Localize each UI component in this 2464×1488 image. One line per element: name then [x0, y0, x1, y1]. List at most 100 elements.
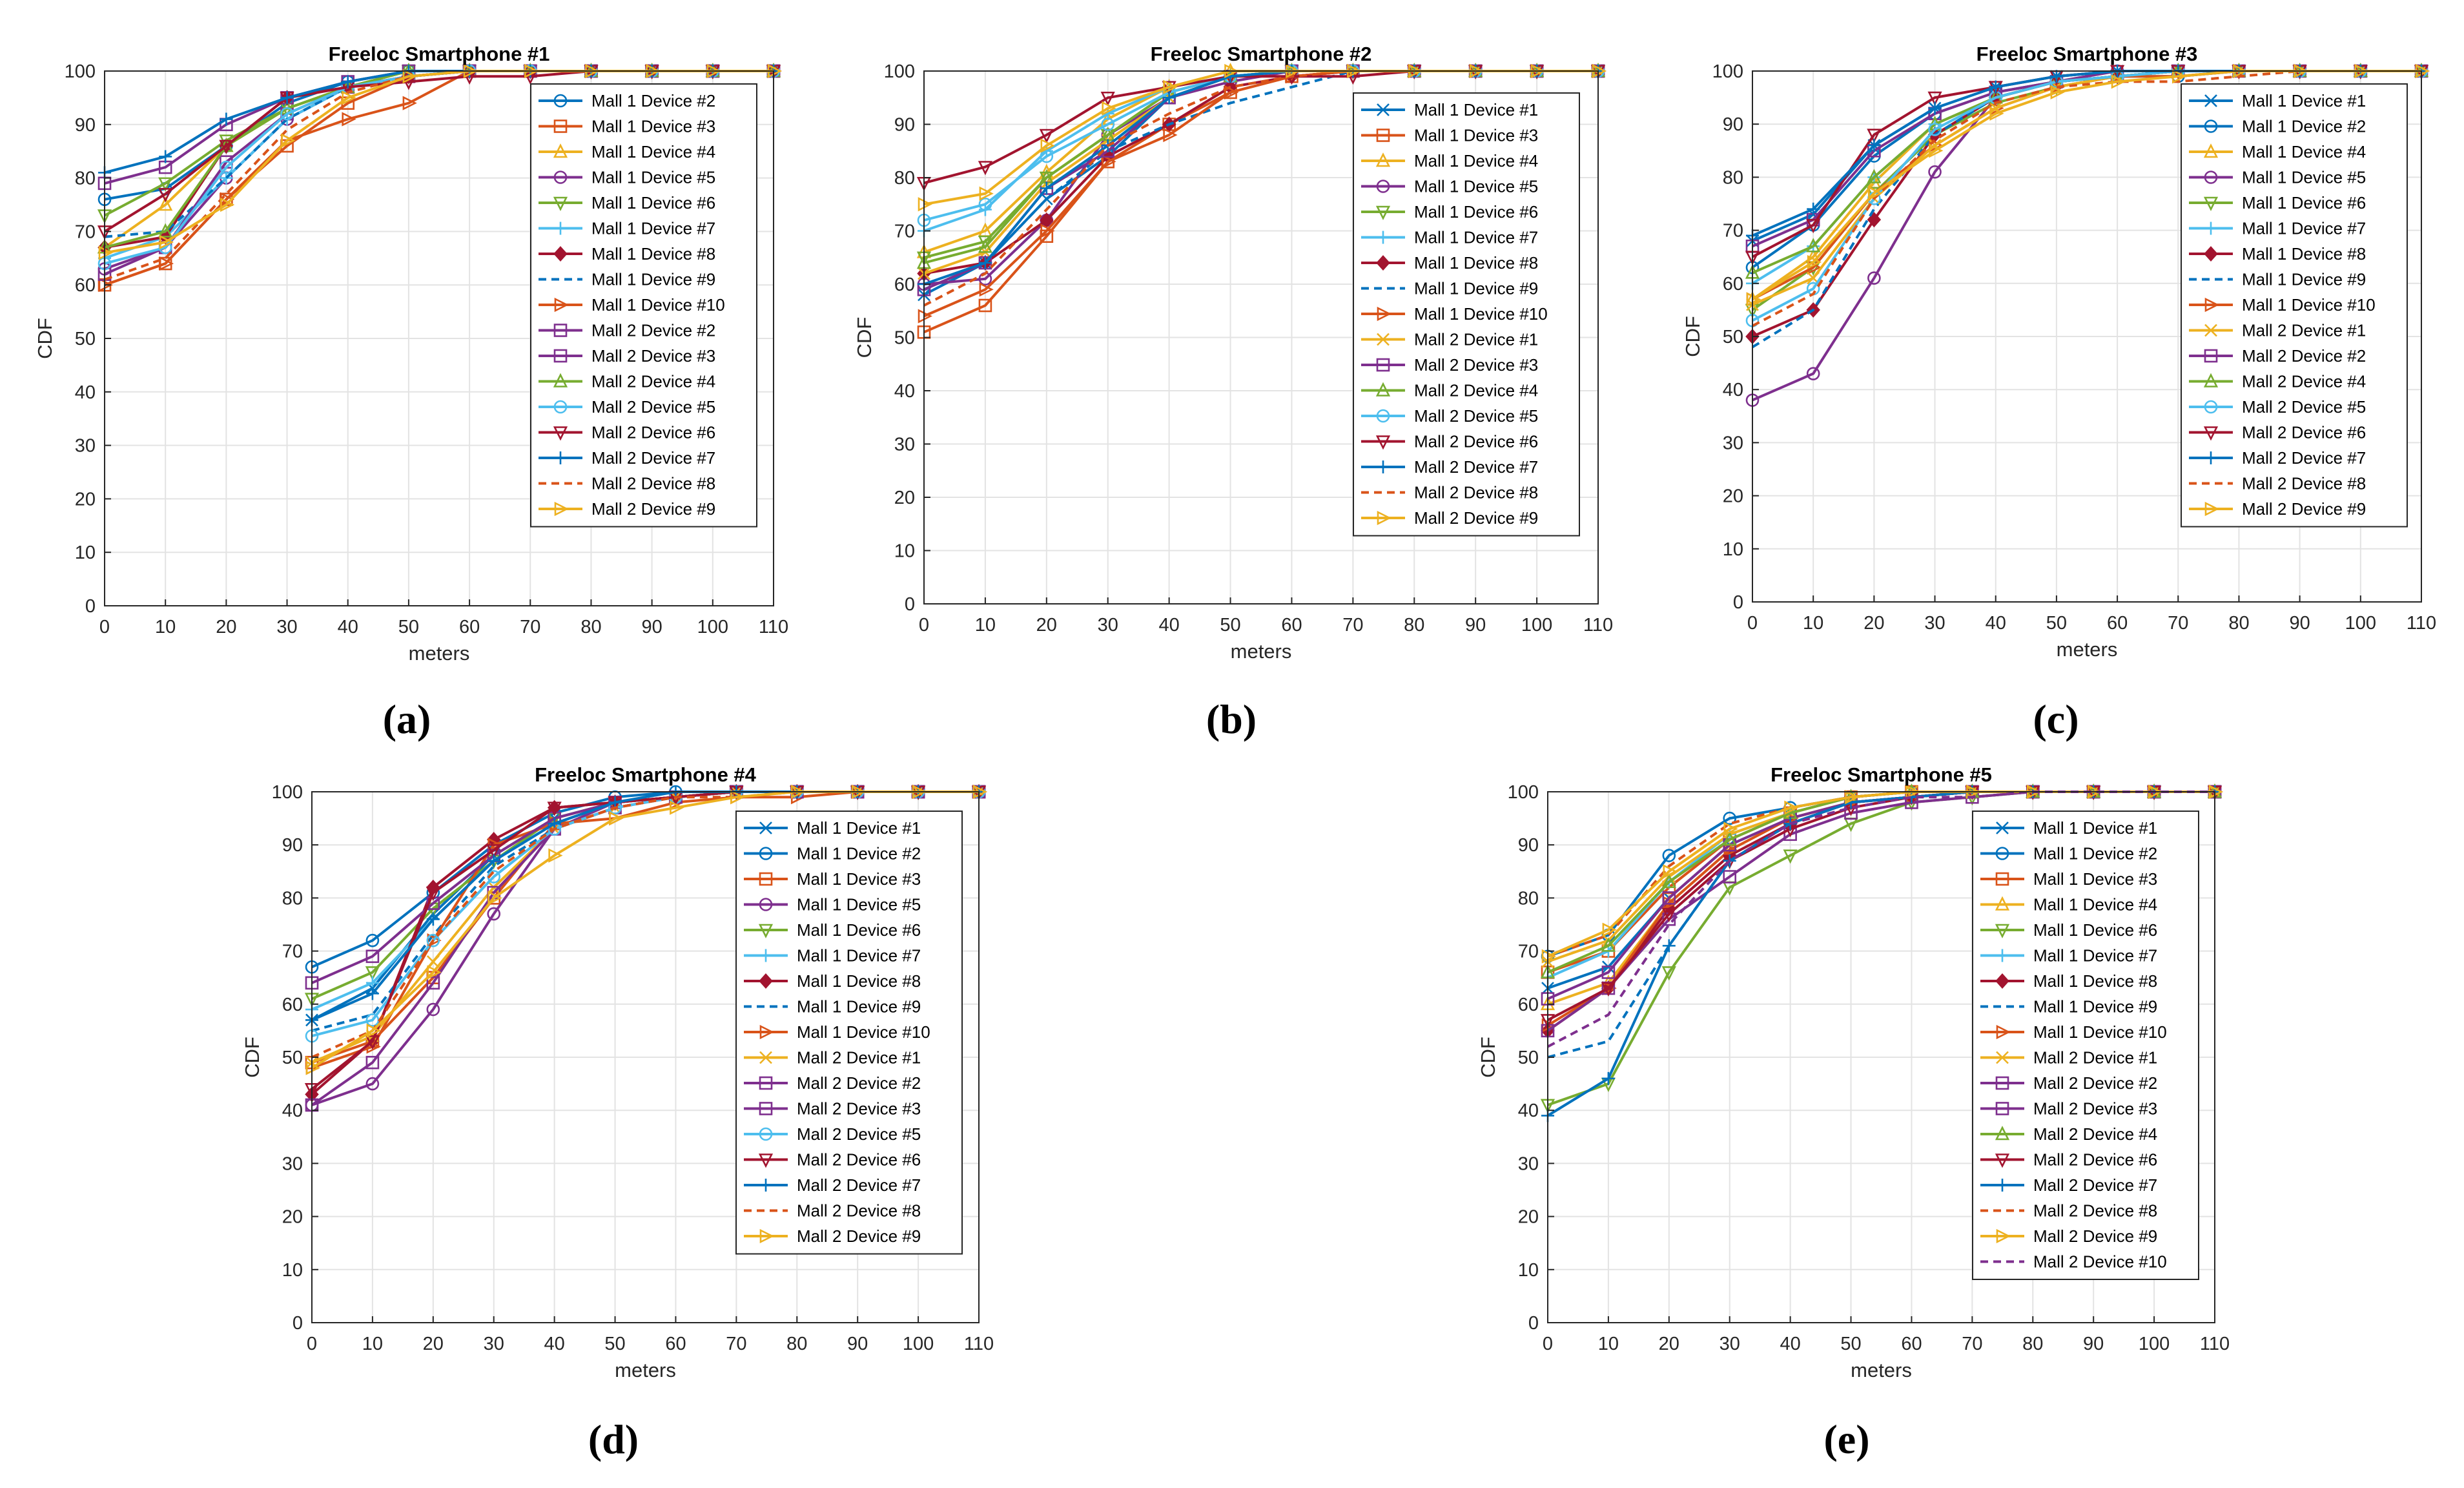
x-tick-label: 90	[2290, 613, 2310, 634]
legend-marker	[1377, 231, 1390, 244]
data-point	[1102, 101, 1116, 116]
y-tick-label: 0	[85, 596, 96, 617]
legend-entry: Mall 2 Device #5	[2189, 397, 2366, 417]
legend-entry: Mall 1 Device #10	[2189, 295, 2376, 315]
data-point	[365, 933, 380, 947]
data-point	[280, 91, 294, 105]
data-point	[402, 96, 417, 110]
data-point	[1663, 864, 1678, 879]
data-point	[1661, 907, 1676, 922]
x-tick-label: 20	[1863, 613, 1884, 634]
data-point	[426, 1002, 440, 1017]
data-point	[1601, 982, 1616, 997]
y-tick-label: 30	[75, 436, 96, 457]
data-point	[2050, 85, 2065, 99]
legend-entry: Mall 2 Device #2	[744, 1073, 921, 1093]
legend-label: Mall 1 Device #5	[2242, 168, 2366, 187]
data-point	[365, 987, 379, 1000]
legend-label: Mall 2 Device #5	[1414, 406, 1538, 426]
legend-marker	[553, 119, 568, 133]
legend-entry: Mall 1 Device #10	[744, 1022, 930, 1042]
legend-entry: Mall 2 Device #9	[1980, 1226, 2157, 1246]
y-tick-label: 0	[293, 1313, 303, 1334]
legend-entry: Mall 1 Device #9	[1980, 997, 2157, 1017]
x-tick-label: 60	[1281, 615, 1302, 636]
legend-marker	[1377, 333, 1390, 346]
legend-label: Mall 2 Device #7	[591, 448, 715, 468]
legend-entry: Mall 1 Device #5	[1361, 177, 1538, 196]
legend-entry: Mall 2 Device #4	[1980, 1124, 2157, 1144]
legend-label: Mall 2 Device #7	[2033, 1175, 2157, 1195]
legend-label: Mall 1 Device #6	[1414, 202, 1538, 222]
legend-label: Mall 1 Device #7	[1414, 228, 1538, 247]
legend-label: Mall 2 Device #3	[591, 346, 715, 366]
y-axis-label: CDF	[1681, 316, 1704, 357]
y-tick-label: 60	[894, 274, 915, 295]
x-tick-label: 70	[2168, 613, 2188, 634]
y-tick-label: 10	[894, 541, 915, 562]
legend-label: Mall 2 Device #3	[797, 1099, 921, 1119]
legend-marker	[2204, 94, 2217, 107]
data-point	[1845, 790, 1860, 805]
data-point	[1101, 118, 1115, 131]
legend-label: Mall 1 Device #10	[591, 295, 725, 315]
legend-entry: Mall 1 Device #8	[539, 244, 715, 264]
x-tick-label: 20	[216, 617, 236, 637]
legend-label: Mall 2 Device #1	[797, 1048, 921, 1068]
chart-panel-4: 0 10 20 30 40 50 60 70 80 90 100 110 0 10 20 30 40 50 60 70…	[241, 763, 994, 1462]
legend-entry: Mall 1 Device #8	[744, 971, 921, 991]
y-tick-label: 40	[75, 382, 96, 403]
x-tick-label: 0	[99, 617, 110, 637]
x-tick-label: 100	[2345, 613, 2376, 634]
legend-label: Mall 1 Device #3	[2033, 869, 2157, 889]
legend-entry: Mall 1 Device #1	[744, 818, 921, 838]
legend-label: Mall 2 Device #2	[797, 1073, 921, 1093]
data-point	[978, 238, 993, 253]
chart-title: Freeloc Smartphone #5	[1771, 763, 1992, 786]
legend-marker	[1376, 180, 1390, 193]
legend-entry: Mall 1 Device #6	[1980, 920, 2157, 940]
y-tick-label: 60	[282, 995, 303, 1015]
legend-label: Mall 1 Device #6	[797, 920, 921, 940]
legend-label: Mall 2 Device #1	[1414, 330, 1538, 349]
legend-label: Mall 2 Device #5	[797, 1124, 921, 1144]
x-tick-label: 20	[423, 1334, 444, 1354]
data-point	[1601, 1071, 1615, 1085]
x-tick-label: 30	[1098, 615, 1118, 636]
data-point	[1806, 219, 1821, 234]
legend-entry: Mall 1 Device #7	[744, 946, 921, 966]
legend-marker	[759, 1179, 772, 1192]
y-tick-label: 90	[894, 115, 915, 136]
legend-entry: Mall 2 Device #7	[2189, 448, 2366, 468]
legend-marker	[2203, 373, 2219, 388]
legend-marker	[2203, 196, 2219, 211]
data-point	[1783, 849, 1798, 864]
y-tick-label: 30	[1518, 1153, 1539, 1174]
data-point	[1163, 79, 1178, 94]
legend-label: Mall 2 Device #4	[591, 372, 715, 391]
legend: Mall 1 Device #2 Mall 1 Device #3 Mall 1 D…	[530, 83, 757, 528]
legend-label: Mall 1 Device #8	[2242, 244, 2366, 264]
data-point	[1928, 165, 1942, 179]
legend-label: Mall 2 Device #6	[1414, 432, 1538, 451]
legend-marker	[554, 501, 569, 517]
data-point	[487, 907, 501, 921]
legend-label: Mall 2 Device #6	[2242, 423, 2366, 442]
legend-label: Mall 2 Device #4	[2242, 372, 2366, 391]
legend-entry: Mall 1 Device #9	[744, 997, 921, 1017]
legend-label: Mall 1 Device #8	[591, 244, 715, 264]
legend-marker	[1996, 1179, 2009, 1192]
y-tick-label: 100	[884, 61, 915, 82]
legend-entry: Mall 2 Device #1	[2189, 321, 2366, 340]
legend-marker	[2204, 297, 2219, 313]
y-tick-label: 100	[272, 782, 303, 803]
y-tick-label: 90	[1723, 114, 1743, 135]
legend-label: Mall 1 Device #6	[2033, 920, 2157, 940]
legend-label: Mall 1 Device #9	[2033, 997, 2157, 1017]
x-tick-label: 70	[1962, 1334, 1982, 1354]
legend-marker	[1375, 152, 1391, 167]
x-tick-label: 80	[2022, 1334, 2043, 1354]
legend-label: Mall 2 Device #9	[797, 1226, 921, 1246]
data-point	[1989, 80, 2002, 94]
legend-entry: Mall 2 Device #10	[1980, 1252, 2167, 1272]
